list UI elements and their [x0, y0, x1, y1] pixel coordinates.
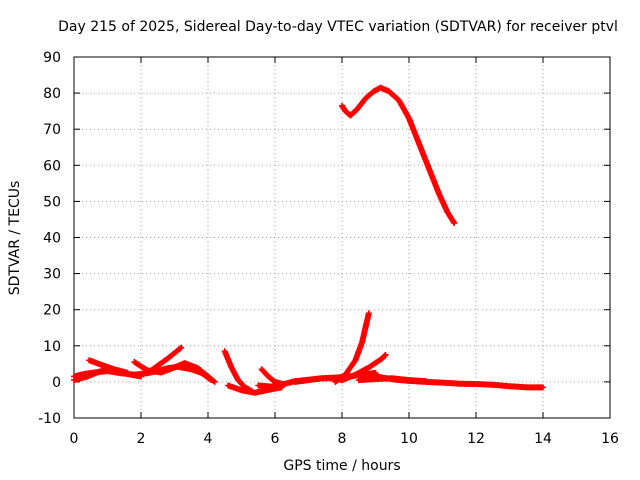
data-point: [278, 380, 285, 387]
x-tick-label: 2: [137, 431, 146, 447]
axis-ticks: 0 2 4 6 8 10 12 14 16 -10 0 10 20 30 40 50 60 70 80 90: [38, 50, 619, 447]
data-point: [382, 351, 389, 358]
x-tick-label: 14: [534, 431, 552, 447]
y-tick-label: 0: [52, 375, 61, 391]
data-point: [138, 373, 144, 380]
y-tick-label: 30: [43, 267, 61, 283]
series-arc-9: [258, 366, 285, 387]
y-tick-label: -10: [38, 411, 61, 427]
y-tick-label: 50: [43, 194, 61, 210]
data-point: [540, 384, 546, 391]
data-point: [177, 345, 184, 352]
data-point: [365, 310, 372, 317]
y-tick-label: 70: [43, 122, 61, 138]
x-tick-label: 6: [271, 431, 280, 447]
series-arc-11: [332, 310, 372, 385]
x-tick-label: 4: [204, 431, 213, 447]
x-tick-label: 8: [338, 431, 347, 447]
data-point: [211, 378, 218, 385]
data-point: [210, 377, 217, 384]
y-tick-label: 20: [43, 303, 61, 319]
chart-title: Day 215 of 2025, Sidereal Day-to-day VTE…: [58, 19, 618, 35]
data-point: [451, 220, 458, 227]
x-axis-label: GPS time / hours: [283, 458, 400, 474]
y-tick-label: 80: [43, 86, 61, 102]
data-point: [178, 344, 185, 351]
y-tick-label: 10: [43, 339, 61, 355]
y-tick-label: 40: [43, 231, 61, 247]
series-arc-5: [144, 344, 185, 376]
x-tick-label: 16: [601, 431, 619, 447]
series-arc-14: [355, 375, 429, 385]
data-point: [422, 378, 429, 385]
series-arc-4: [131, 359, 218, 385]
series-arc-15: [339, 84, 458, 227]
y-tick-label: 60: [43, 158, 61, 174]
y-tick-label: 90: [43, 50, 61, 66]
data-point: [381, 352, 388, 359]
x-tick-label: 10: [400, 431, 418, 447]
y-axis-label: SDTVAR / TECUs: [7, 181, 23, 296]
x-tick-label: 12: [467, 431, 485, 447]
series-arc-12: [339, 351, 389, 384]
series-arc-3: [86, 357, 131, 376]
data-points: [71, 84, 546, 396]
x-tick-label: 0: [70, 431, 79, 447]
grid: [74, 57, 610, 418]
data-point: [124, 369, 131, 376]
